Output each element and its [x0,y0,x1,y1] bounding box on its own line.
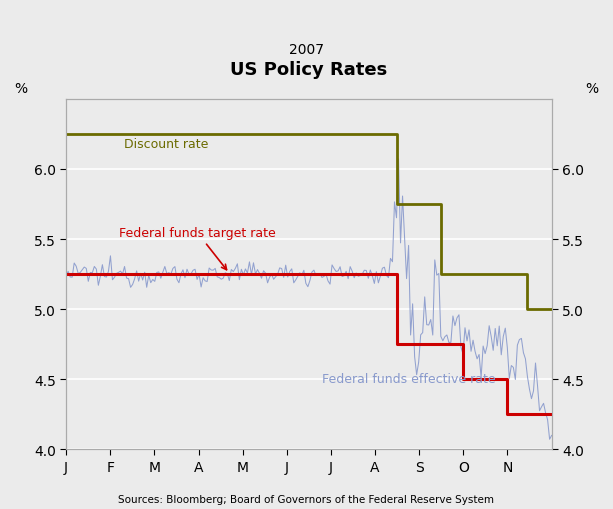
Text: %: % [585,82,599,96]
Text: %: % [14,82,28,96]
Text: Federal funds effective rate: Federal funds effective rate [322,372,496,385]
Text: Federal funds target rate: Federal funds target rate [119,227,276,270]
Title: US Policy Rates: US Policy Rates [230,61,387,79]
Text: 2007: 2007 [289,43,324,57]
Text: Sources: Bloomberg; Board of Governors of the Federal Reserve System: Sources: Bloomberg; Board of Governors o… [118,494,495,504]
Text: Discount rate: Discount rate [123,137,208,150]
